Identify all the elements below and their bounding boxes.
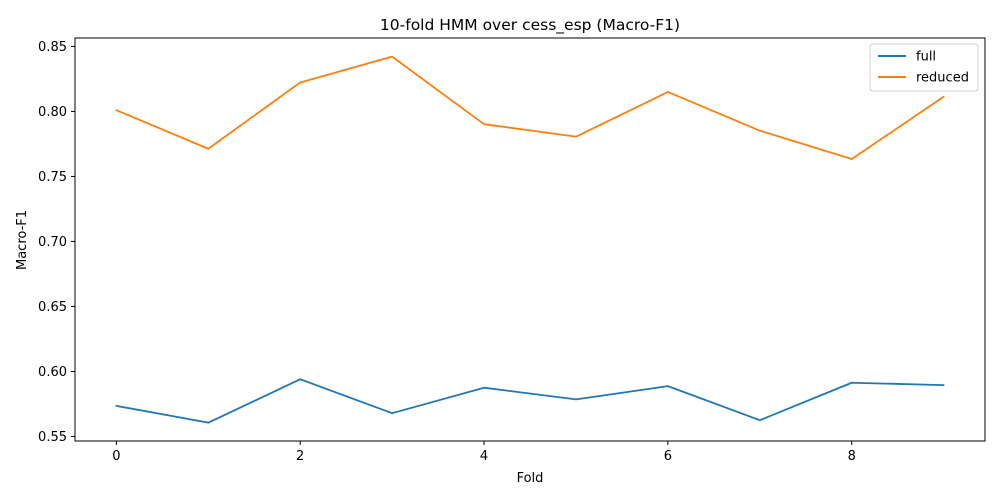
y-tick-label: 0.85: [38, 40, 67, 55]
x-tick-label: 8: [848, 449, 856, 464]
x-axis: 0 2 4 6 8: [112, 441, 856, 464]
y-axis-label: Macro-F1: [15, 210, 30, 270]
series-layer: [115, 55, 945, 424]
x-tick-label: 0: [112, 449, 120, 464]
y-axis: 0.55 0.60 0.65 0.70 0.75 0.80 0.85: [38, 40, 75, 445]
legend-label-full: full: [916, 50, 936, 65]
series-line-reduced: [115, 55, 945, 160]
x-axis-label: Fold: [517, 471, 544, 486]
y-tick-label: 0.80: [38, 105, 67, 120]
y-tick-label: 0.65: [38, 300, 67, 315]
series-line-full: [115, 378, 945, 424]
y-tick-label: 0.70: [38, 235, 67, 250]
legend-label-reduced: reduced: [916, 71, 969, 86]
chart-title: 10-fold HMM over cess_esp (Macro-F1): [380, 16, 680, 35]
legend: full reduced: [869, 43, 979, 92]
x-tick-label: 2: [296, 449, 304, 464]
x-tick-label: 6: [664, 449, 672, 464]
y-tick-label: 0.55: [38, 430, 67, 445]
y-tick-label: 0.75: [38, 170, 67, 185]
plot-frame: [74, 37, 986, 442]
y-tick-label: 0.60: [38, 365, 67, 380]
x-tick-label: 4: [480, 449, 488, 464]
